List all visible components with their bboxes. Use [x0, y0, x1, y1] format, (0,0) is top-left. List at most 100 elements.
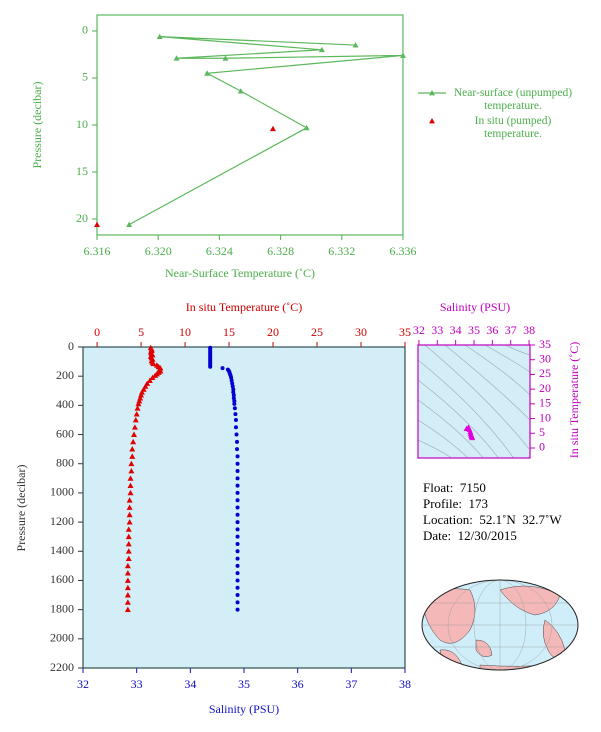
tick-label: 35	[238, 677, 250, 691]
tick-label: 6.336	[390, 244, 417, 258]
marker	[235, 585, 240, 590]
marker	[233, 425, 238, 430]
marker	[232, 398, 237, 403]
marker	[156, 33, 163, 40]
tick-label: 6.324	[206, 244, 233, 258]
marker	[126, 519, 133, 525]
tick-label: 1400	[50, 543, 74, 557]
tick-label: 37	[505, 323, 517, 337]
marker	[150, 360, 157, 367]
info-value: 12/30/2015	[457, 528, 517, 543]
info-line: Location: 52.1˚N 32.7˚W	[423, 512, 562, 528]
marker	[235, 593, 240, 598]
marker	[269, 125, 276, 132]
marker	[127, 489, 134, 496]
marker	[235, 527, 240, 532]
tick-label: 20	[539, 381, 551, 395]
legend-swatch	[429, 90, 435, 96]
tick-label: 1600	[50, 572, 74, 586]
marker	[129, 446, 136, 452]
marker	[235, 490, 240, 495]
marker	[130, 438, 137, 445]
tick-label: 6.320	[145, 244, 172, 258]
marker	[129, 453, 136, 459]
marker	[124, 606, 131, 613]
tick-label: 30	[355, 325, 367, 339]
marker	[235, 534, 240, 539]
tick-label: 35	[399, 325, 411, 339]
info-line: Float: 7150	[423, 480, 486, 496]
marker	[208, 364, 213, 369]
marker	[235, 520, 240, 525]
tick-label: 1000	[50, 485, 74, 499]
marker	[222, 55, 229, 61]
tick-label: 30	[539, 351, 551, 365]
chart-title: Salinity (PSU)	[440, 300, 510, 314]
tick-label: 400	[56, 397, 74, 411]
tick-label: 20	[267, 325, 279, 339]
marker	[127, 482, 134, 489]
marker	[220, 366, 225, 371]
marker	[235, 556, 240, 561]
marker	[128, 468, 135, 474]
marker	[124, 599, 131, 605]
info-label: Location:	[423, 512, 473, 527]
tick-label: 10	[76, 117, 88, 131]
tick-label: 0	[68, 339, 74, 353]
marker	[237, 88, 244, 94]
x-axis-title: Salinity (PSU)	[209, 702, 279, 716]
marker	[231, 387, 236, 392]
tick-label: 15	[539, 396, 551, 410]
marker	[173, 55, 180, 61]
tick-label: 6.316	[84, 244, 111, 258]
tick-label: 15	[76, 164, 88, 178]
y-axis-title: Pressure (decibar)	[14, 465, 28, 552]
world-map	[421, 579, 579, 671]
tick-label: 6.328	[267, 244, 294, 258]
legend-entry: In situ (pumped) temperature.	[474, 115, 552, 140]
legend-entry: Near-surface (unpumped) temperature.	[453, 87, 573, 112]
tick-label: 10	[179, 325, 191, 339]
tick-label: 25	[539, 366, 551, 380]
marker	[235, 541, 240, 546]
info-value: 7150	[459, 480, 486, 495]
marker	[235, 454, 240, 459]
legend-swatch	[429, 118, 435, 124]
marker	[303, 124, 310, 131]
density-contours	[418, 345, 530, 458]
marker	[235, 476, 240, 481]
tick-label: 35	[539, 337, 551, 351]
tick-label: 5	[539, 425, 545, 439]
tick-label: 10	[539, 410, 551, 424]
tick-label: 37	[345, 677, 357, 691]
y-axis-title: In situ Temperature (˚C)	[567, 342, 581, 459]
tick-label: 25	[311, 325, 323, 339]
marker	[235, 600, 240, 605]
marker	[126, 221, 133, 228]
tick-label: 1800	[50, 601, 74, 615]
marker	[352, 42, 359, 48]
tick-label: 33	[431, 323, 443, 337]
marker	[124, 577, 131, 583]
marker	[235, 563, 240, 568]
tick-label: 34	[184, 677, 196, 691]
info-label: Profile:	[423, 496, 462, 511]
tick-label: 32	[413, 323, 425, 337]
marker	[469, 434, 476, 441]
marker	[94, 221, 100, 228]
x2-axis-title: In situ Temperature (˚C)	[186, 300, 303, 314]
marker	[235, 483, 240, 488]
marker	[232, 406, 237, 411]
tick-label: 35	[468, 323, 480, 337]
marker	[125, 555, 132, 561]
marker	[125, 540, 132, 547]
tick-label: 38	[523, 323, 535, 337]
marker	[126, 504, 133, 510]
tick-label: 5	[138, 325, 144, 339]
marker	[124, 584, 131, 591]
marker	[125, 533, 132, 540]
plot-background	[83, 347, 405, 668]
marker	[235, 607, 240, 612]
